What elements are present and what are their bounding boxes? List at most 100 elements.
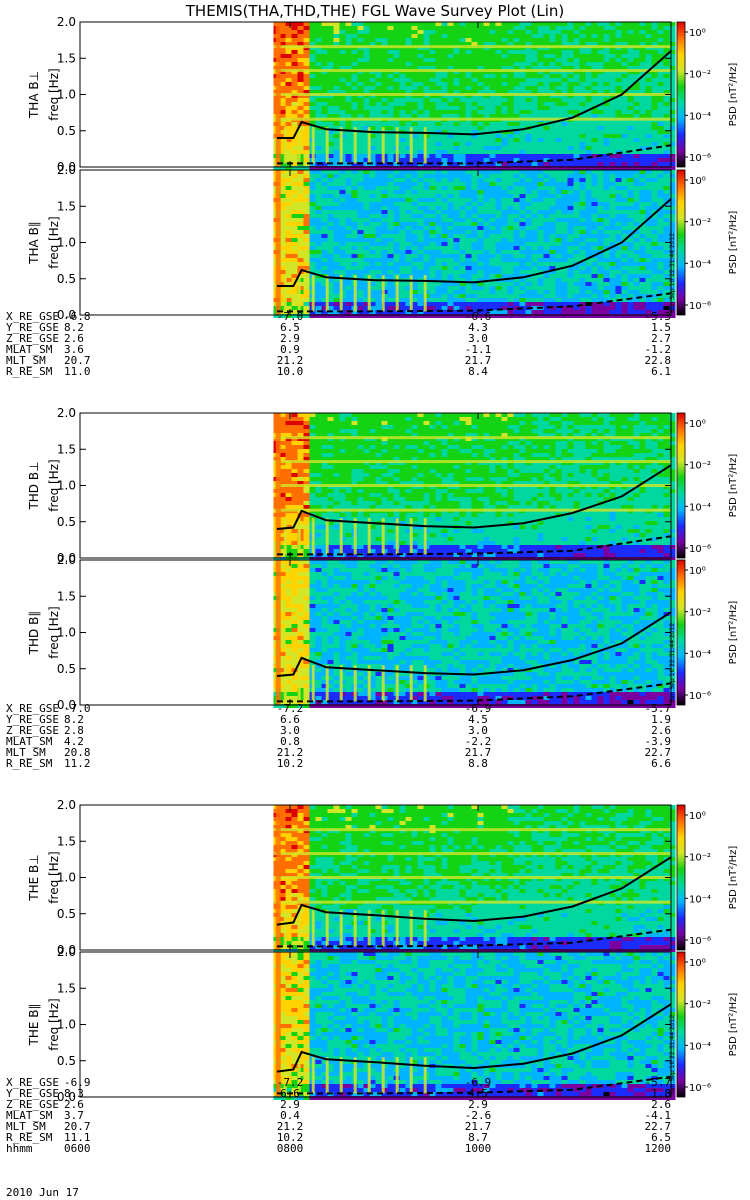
ephemeris-value: 4.5	[468, 713, 488, 726]
harmonic-band	[273, 484, 671, 487]
colorbar-tick-label: 10⁻⁶	[689, 1083, 711, 1094]
harmonic-band	[273, 900, 671, 904]
y-axis-label: freq [Hz]	[47, 68, 61, 120]
ephemeris-value: 6.6	[280, 1087, 300, 1100]
spectrogram-panel-2: 0.0 0.5 1.0 1.5 2.0 THA B∥ freq [Hz] 10⁰ 10⁻² 10⁻…	[27, 163, 739, 322]
burst-stripe	[283, 910, 287, 947]
ephemeris-value: -4.1	[645, 1109, 672, 1122]
burst-stripe	[297, 910, 301, 947]
burst-stripe	[275, 22, 281, 167]
y-tick-label: 0.5	[57, 662, 76, 676]
ephemeris-value: 3.0	[468, 724, 488, 737]
y-tick-label: 1.5	[57, 589, 76, 603]
colorbar-tick-label: 10⁻⁶	[689, 153, 711, 164]
y-tick-label: 2.0	[57, 15, 76, 29]
burst-stripe	[353, 127, 357, 164]
date-label: 2010 Jun 17	[6, 1186, 79, 1199]
y-tick-label: 0.5	[57, 272, 76, 286]
ephemeris-label: X_RE_GSE	[6, 1076, 59, 1089]
burst-stripe	[409, 518, 413, 555]
colorbar-tick-label: 10⁻⁶	[689, 936, 711, 947]
burst-stripe	[423, 910, 427, 947]
burst-stripe	[381, 1057, 385, 1094]
burst-stripe	[325, 1057, 329, 1094]
harmonic-band	[273, 93, 671, 96]
plot-layer: 0.0 0.5 1.0 1.5 2.0 THA B⊥ freq [Hz] 10⁰ 10⁻² 10⁻…	[6, 15, 739, 1199]
y-tick-label: 2.0	[57, 163, 76, 177]
fc-solid-curve	[276, 611, 672, 677]
harmonic-band	[273, 876, 671, 879]
colorbar-tick-label: 10⁻²	[689, 608, 711, 619]
spectrogram-cells	[273, 952, 676, 1100]
y-tick-label: 0.5	[57, 1054, 76, 1068]
fc-solid-curve	[276, 1003, 672, 1073]
y-tick-label: 0.0	[57, 160, 76, 174]
y-tick-label: 1.0	[57, 626, 76, 640]
ephemeris-block-1: X_RE_GSE -6.8 -7.0 -6.6 -5.3 Y_RE_GSE 8.2 6.5 4.…	[6, 310, 671, 378]
timestamp-stamp: Sun Sep 16 22:31:44 2012	[669, 623, 676, 703]
burst-stripe	[275, 170, 281, 315]
burst-stripe	[325, 518, 329, 555]
burst-stripe	[367, 910, 371, 947]
burst-stripe	[283, 275, 287, 312]
ephemeris-value: 0800	[277, 1142, 304, 1155]
burst-stripe	[367, 127, 371, 164]
burst-stripe	[409, 127, 413, 164]
harmonic-band	[273, 460, 671, 464]
ephemeris-label: Y_RE_GSE	[6, 321, 59, 334]
ephemeris-value: 21.2	[277, 746, 304, 759]
harmonic-band	[273, 117, 671, 121]
y-tick-label: 1.0	[57, 871, 76, 885]
ephemeris-value: 1200	[645, 1142, 672, 1155]
ephemeris-value: -1.1	[465, 343, 492, 356]
fc-dashed-curve	[277, 928, 672, 948]
burst-stripe	[339, 665, 343, 702]
ephemeris-value: 20.7	[64, 1120, 91, 1133]
ephemeris-value: -6.9	[465, 702, 492, 715]
burst-stripe	[409, 665, 413, 702]
ephemeris-value: 2.9	[280, 1098, 300, 1111]
ephemeris-value: 3.0	[280, 724, 300, 737]
colorbar-tick-label: 10⁰	[689, 28, 706, 39]
y-tick-label: 2.0	[57, 945, 76, 959]
y-tick-label: 0.5	[57, 907, 76, 921]
ephemeris-value: 6.6	[280, 713, 300, 726]
colorbar-label: PSD [nT²/Hz]	[728, 846, 739, 910]
burst-stripe	[395, 127, 399, 164]
ephemeris-value: 21.7	[465, 1120, 492, 1133]
burst-stripe	[423, 518, 427, 555]
harmonic-band	[273, 69, 671, 73]
ephemeris-label: MLAT_SM	[6, 735, 53, 748]
ephemeris-value: -6.9	[64, 1076, 91, 1089]
ephemeris-label: MLT_SM	[6, 354, 46, 367]
colorbar-tick-label: 10⁻²	[689, 853, 711, 864]
panel-title: THE B⊥	[27, 854, 41, 901]
ephemeris-value: 8.7	[468, 1131, 488, 1144]
ephemeris-value: -6.6	[465, 310, 492, 323]
colorbar-tick-label: 10⁻⁴	[689, 649, 711, 660]
y-tick-label: 1.5	[57, 51, 76, 65]
y-tick-label: 0.0	[57, 698, 76, 712]
ephemeris-label: Z_RE_GSE	[6, 332, 59, 345]
colorbar-tick-label: 10⁻⁶	[689, 691, 711, 702]
ephemeris-value: -7.0	[64, 702, 91, 715]
ephemeris-value: 2.8	[64, 724, 84, 737]
burst-stripe	[339, 910, 343, 947]
ephemeris-value: 0.4	[280, 1109, 300, 1122]
ephemeris-value: 8.2	[64, 713, 84, 726]
ephemeris-value: 10.0	[277, 365, 304, 378]
ephemeris-value: 21.2	[277, 1120, 304, 1133]
colorbar-label: PSD [nT²/Hz]	[728, 993, 739, 1057]
ephemeris-value: 8.8	[468, 757, 488, 770]
colorbar	[676, 804, 686, 951]
harmonic-band	[273, 436, 671, 440]
burst-stripe	[325, 665, 329, 702]
ephemeris-value: 4.2	[64, 735, 84, 748]
spectrogram-panel-4: 0.0 0.5 1.0 1.5 2.0 THD B∥ freq [Hz] 10⁰ 10⁻² 10⁻…	[27, 553, 739, 712]
ephemeris-value: 11.2	[64, 757, 91, 770]
ephemeris-value: 0.8	[280, 735, 300, 748]
ephemeris-value: 8.3	[64, 1087, 84, 1100]
y-tick-label: 1.5	[57, 442, 76, 456]
colorbar-tick-label: 10⁰	[689, 566, 706, 577]
ephemeris-value: 20.7	[64, 354, 91, 367]
